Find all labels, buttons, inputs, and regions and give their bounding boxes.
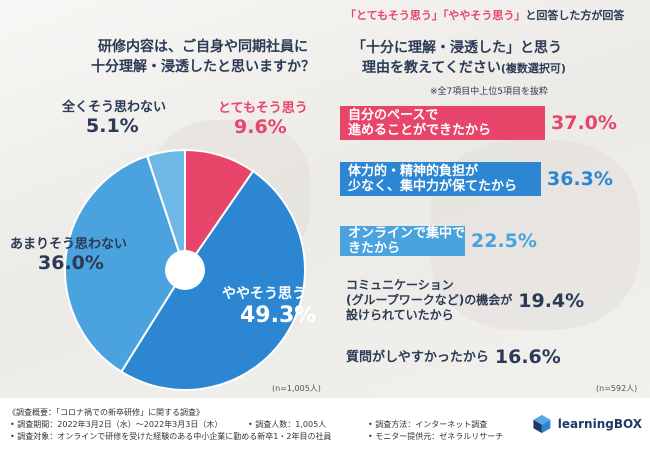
banner-suffix: と回答した方が回答 <box>525 9 625 22</box>
bar-question: 「十分に理解・浸透した」と思う 理由を教えてください(複数選択可) <box>352 38 566 79</box>
bar-row: コミュニケーション (グループワークなど)の機会が 設けられていたから 19.4… <box>340 278 640 323</box>
logo-text: learningBOX <box>557 417 642 431</box>
footer-target: • 調査対象：オンラインで研修を受けた経験のある中小企業に勤める新卒1・2年目の… <box>10 432 332 441</box>
pie-label-not-at-all: 全くそう思わない 5.1% <box>62 96 166 137</box>
footer-people: • 調査人数：1,005人 <box>248 420 327 429</box>
pie-label-value: 5.1% <box>86 115 139 137</box>
pie-chart <box>64 148 306 391</box>
banner-highlight: 「とてもそう思う」「ややそう思う」 <box>345 9 526 22</box>
footer-method: • 調査方法：インターネット調査 <box>368 420 488 429</box>
bar-value: 37.0% <box>551 112 617 134</box>
bar-question-line2: 理由を教えてください <box>362 60 501 76</box>
pie-n-label: (n=1,005人) <box>272 384 321 393</box>
pie-slice <box>64 154 187 374</box>
bar-n-label: (n=592人) <box>596 384 638 393</box>
pie-question: 研修内容は、ご自身や同期社員に 十分理解・浸透したと思いますか？ <box>58 37 348 77</box>
learningbox-logo: learningBOX <box>532 404 642 444</box>
pie-label-text: ややそう思う <box>222 286 306 302</box>
pie-label-not-really: あまりそう思わない 36.0% <box>10 233 127 274</box>
bar-row: 自分のペースで 進めることができたから 37.0% <box>340 106 640 140</box>
pie-label-text: とてもそう思う <box>218 101 308 116</box>
pie-label-very: とてもそう思う 9.6% <box>218 97 308 138</box>
bar-question-suffix: (複数選択可) <box>500 62 566 75</box>
pie-question-line1: 研修内容は、ご自身や同期社員に <box>98 39 308 55</box>
bar-label: オンラインで集中できたから <box>348 226 466 256</box>
bar-label: 自分のペースで 進めることができたから <box>348 108 492 138</box>
bar-value: 16.6% <box>494 346 561 368</box>
chart-area: 「とてもそう思う」「ややそう思う」と回答した方が回答 研修内容は、ご自身や同期社… <box>10 7 640 393</box>
pie-label-value: 36.0% <box>38 252 104 274</box>
bar-value: 19.4% <box>518 289 585 312</box>
bar-label: 体力的・精神的負担が 少なく、集中力が保てたから <box>348 164 518 194</box>
cube-logo-icon <box>533 414 551 434</box>
respondent-banner: 「とてもそう思う」「ややそう思う」と回答した方が回答 <box>345 7 624 23</box>
bar: オンラインで集中できたから <box>340 226 465 256</box>
bar-question-line1: 「十分に理解・浸透した」と思う <box>352 40 562 56</box>
bar-row: 体力的・精神的負担が 少なく、集中力が保てたから 36.3% <box>340 162 640 196</box>
pie-label-somewhat: ややそう思う 49.3% <box>222 283 316 328</box>
bar-value: 22.5% <box>471 230 537 252</box>
pie-slice <box>145 148 186 271</box>
pie-label-text: あまりそう思わない <box>10 237 128 252</box>
pie-center-hole <box>165 250 205 290</box>
bar-row: オンラインで集中できたから 22.5% <box>340 226 640 256</box>
pie-slice <box>119 169 306 391</box>
pie-label-value: 49.3% <box>240 303 317 328</box>
bar-label: 質問がしやすかったから <box>346 349 489 365</box>
pie-question-line2: 十分理解・浸透したと思いますか？ <box>91 59 315 75</box>
footer-period: • 調査期間：2022年3月2日（水）〜2022年3月3日（木） <box>10 420 223 429</box>
footer-provider: • モニター提供元：ゼネラルリサーチ <box>368 432 504 441</box>
bar-row: 質問がしやすかったから 16.6% <box>340 346 640 368</box>
bar-label: コミュニケーション (グループワークなど)の機会が 設けられていたから <box>346 278 513 322</box>
bar: 自分のペースで 進めることができたから <box>340 106 545 140</box>
pie-label-text: 全くそう思わない <box>62 100 167 115</box>
footer-title: 《調査概要：「コロナ禍での新卒研修」に関する調査》 <box>8 408 204 417</box>
bar-note: ※全7項目中上位5項目を抜粋 <box>430 87 548 97</box>
pie-label-value: 9.6% <box>234 116 287 138</box>
bar: 体力的・精神的負担が 少なく、集中力が保てたから <box>340 162 541 196</box>
bar-value: 36.3% <box>547 168 613 190</box>
